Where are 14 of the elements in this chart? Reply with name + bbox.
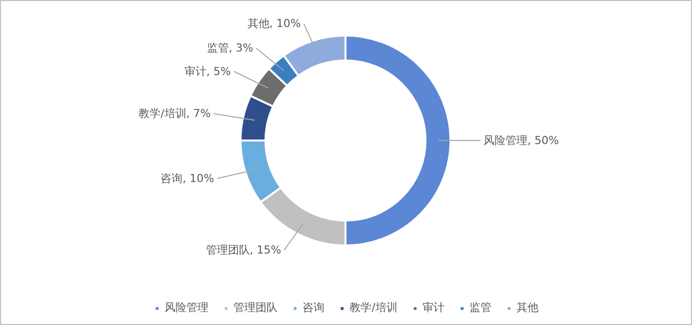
legend-label: 管理团队 [234, 300, 278, 315]
legend-label: 风险管理 [164, 300, 209, 315]
data-label: 风险管理, 50% [484, 134, 559, 147]
data-label: 监管, 3% [206, 42, 254, 55]
data-label: 咨询, 10% [160, 172, 214, 186]
data-label: 其他, 10% [247, 17, 301, 30]
legend-label: 教学/培训 [350, 300, 398, 315]
legend-label: 审计 [422, 300, 444, 315]
data-label: 教学/培训, 7% [138, 107, 211, 120]
legend-label: 监管 [469, 300, 492, 315]
legend-label: 咨询 [302, 300, 325, 315]
data-label: 管理团队, 15% [206, 244, 282, 257]
data-label: 审计, 5% [184, 64, 231, 78]
legend-label: 其他 [516, 300, 538, 315]
